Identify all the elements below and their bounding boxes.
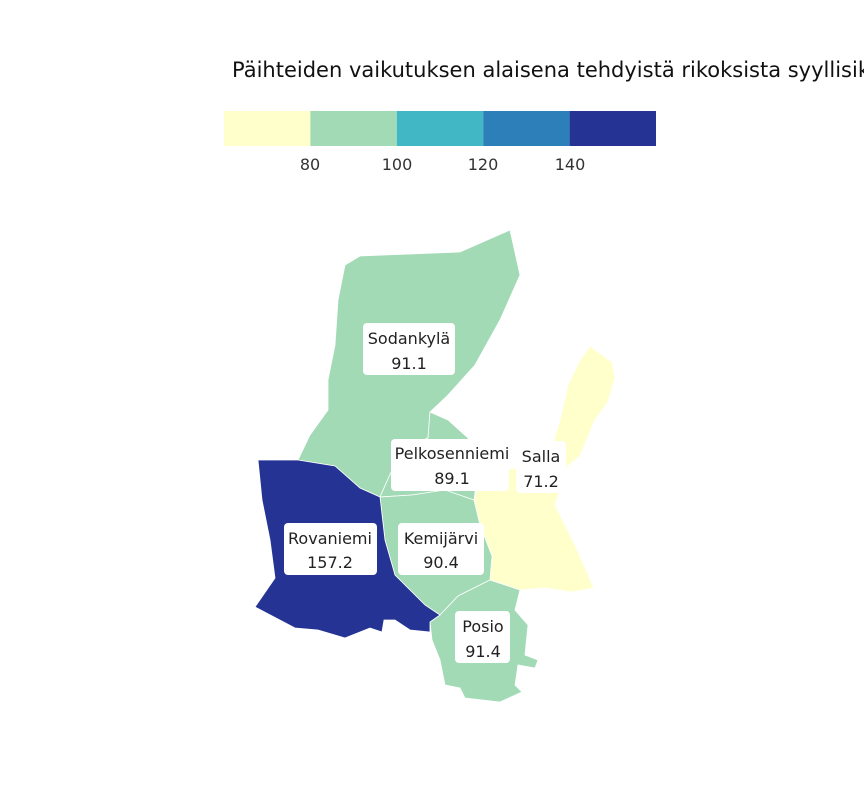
label-posio-name: Posio — [462, 617, 503, 636]
legend-swatch-3 — [396, 111, 484, 146]
label-kemijarvi-name: Kemijärvi — [404, 529, 478, 548]
regions — [254, 229, 616, 703]
legend-ticks: 80 100 120 140 — [300, 155, 585, 174]
label-rovaniemi-value: 157.2 — [307, 553, 353, 572]
legend-colorbar — [224, 111, 656, 146]
label-pelkosenniemi: Pelkosenniemi 89.1 — [391, 439, 509, 491]
map-title: Päihteiden vaikutuksen alaisena tehdyist… — [232, 58, 864, 82]
label-rovaniemi: Rovaniemi 157.2 — [284, 523, 377, 575]
label-pelkosenniemi-name: Pelkosenniemi — [395, 444, 510, 463]
label-pelkosenniemi-value: 89.1 — [434, 469, 470, 488]
legend-swatch-1 — [224, 111, 311, 146]
legend-tick-100: 100 — [382, 155, 413, 174]
legend-tick-80: 80 — [300, 155, 320, 174]
label-salla: Salla 71.2 — [516, 441, 566, 493]
legend-swatch-2 — [310, 111, 397, 146]
legend-tick-120: 120 — [468, 155, 499, 174]
region-salla-north — [547, 345, 616, 467]
label-sodankyla: Sodankylä 91.1 — [363, 323, 455, 375]
label-rovaniemi-name: Rovaniemi — [288, 529, 372, 548]
label-posio-value: 91.4 — [465, 642, 501, 661]
label-kemijarvi: Kemijärvi 90.4 — [398, 523, 484, 575]
label-salla-name: Salla — [522, 447, 561, 466]
legend-swatch-5 — [569, 111, 656, 146]
legend-swatch-4 — [483, 111, 570, 146]
label-salla-value: 71.2 — [523, 472, 559, 491]
region-labels: Sodankylä 91.1 Pelkosenniemi 89.1 Salla … — [284, 323, 566, 663]
label-sodankyla-value: 91.1 — [391, 354, 427, 373]
label-posio: Posio 91.4 — [455, 611, 510, 663]
legend-tick-140: 140 — [555, 155, 586, 174]
label-kemijarvi-value: 90.4 — [423, 553, 459, 572]
label-sodankyla-name: Sodankylä — [368, 329, 450, 348]
